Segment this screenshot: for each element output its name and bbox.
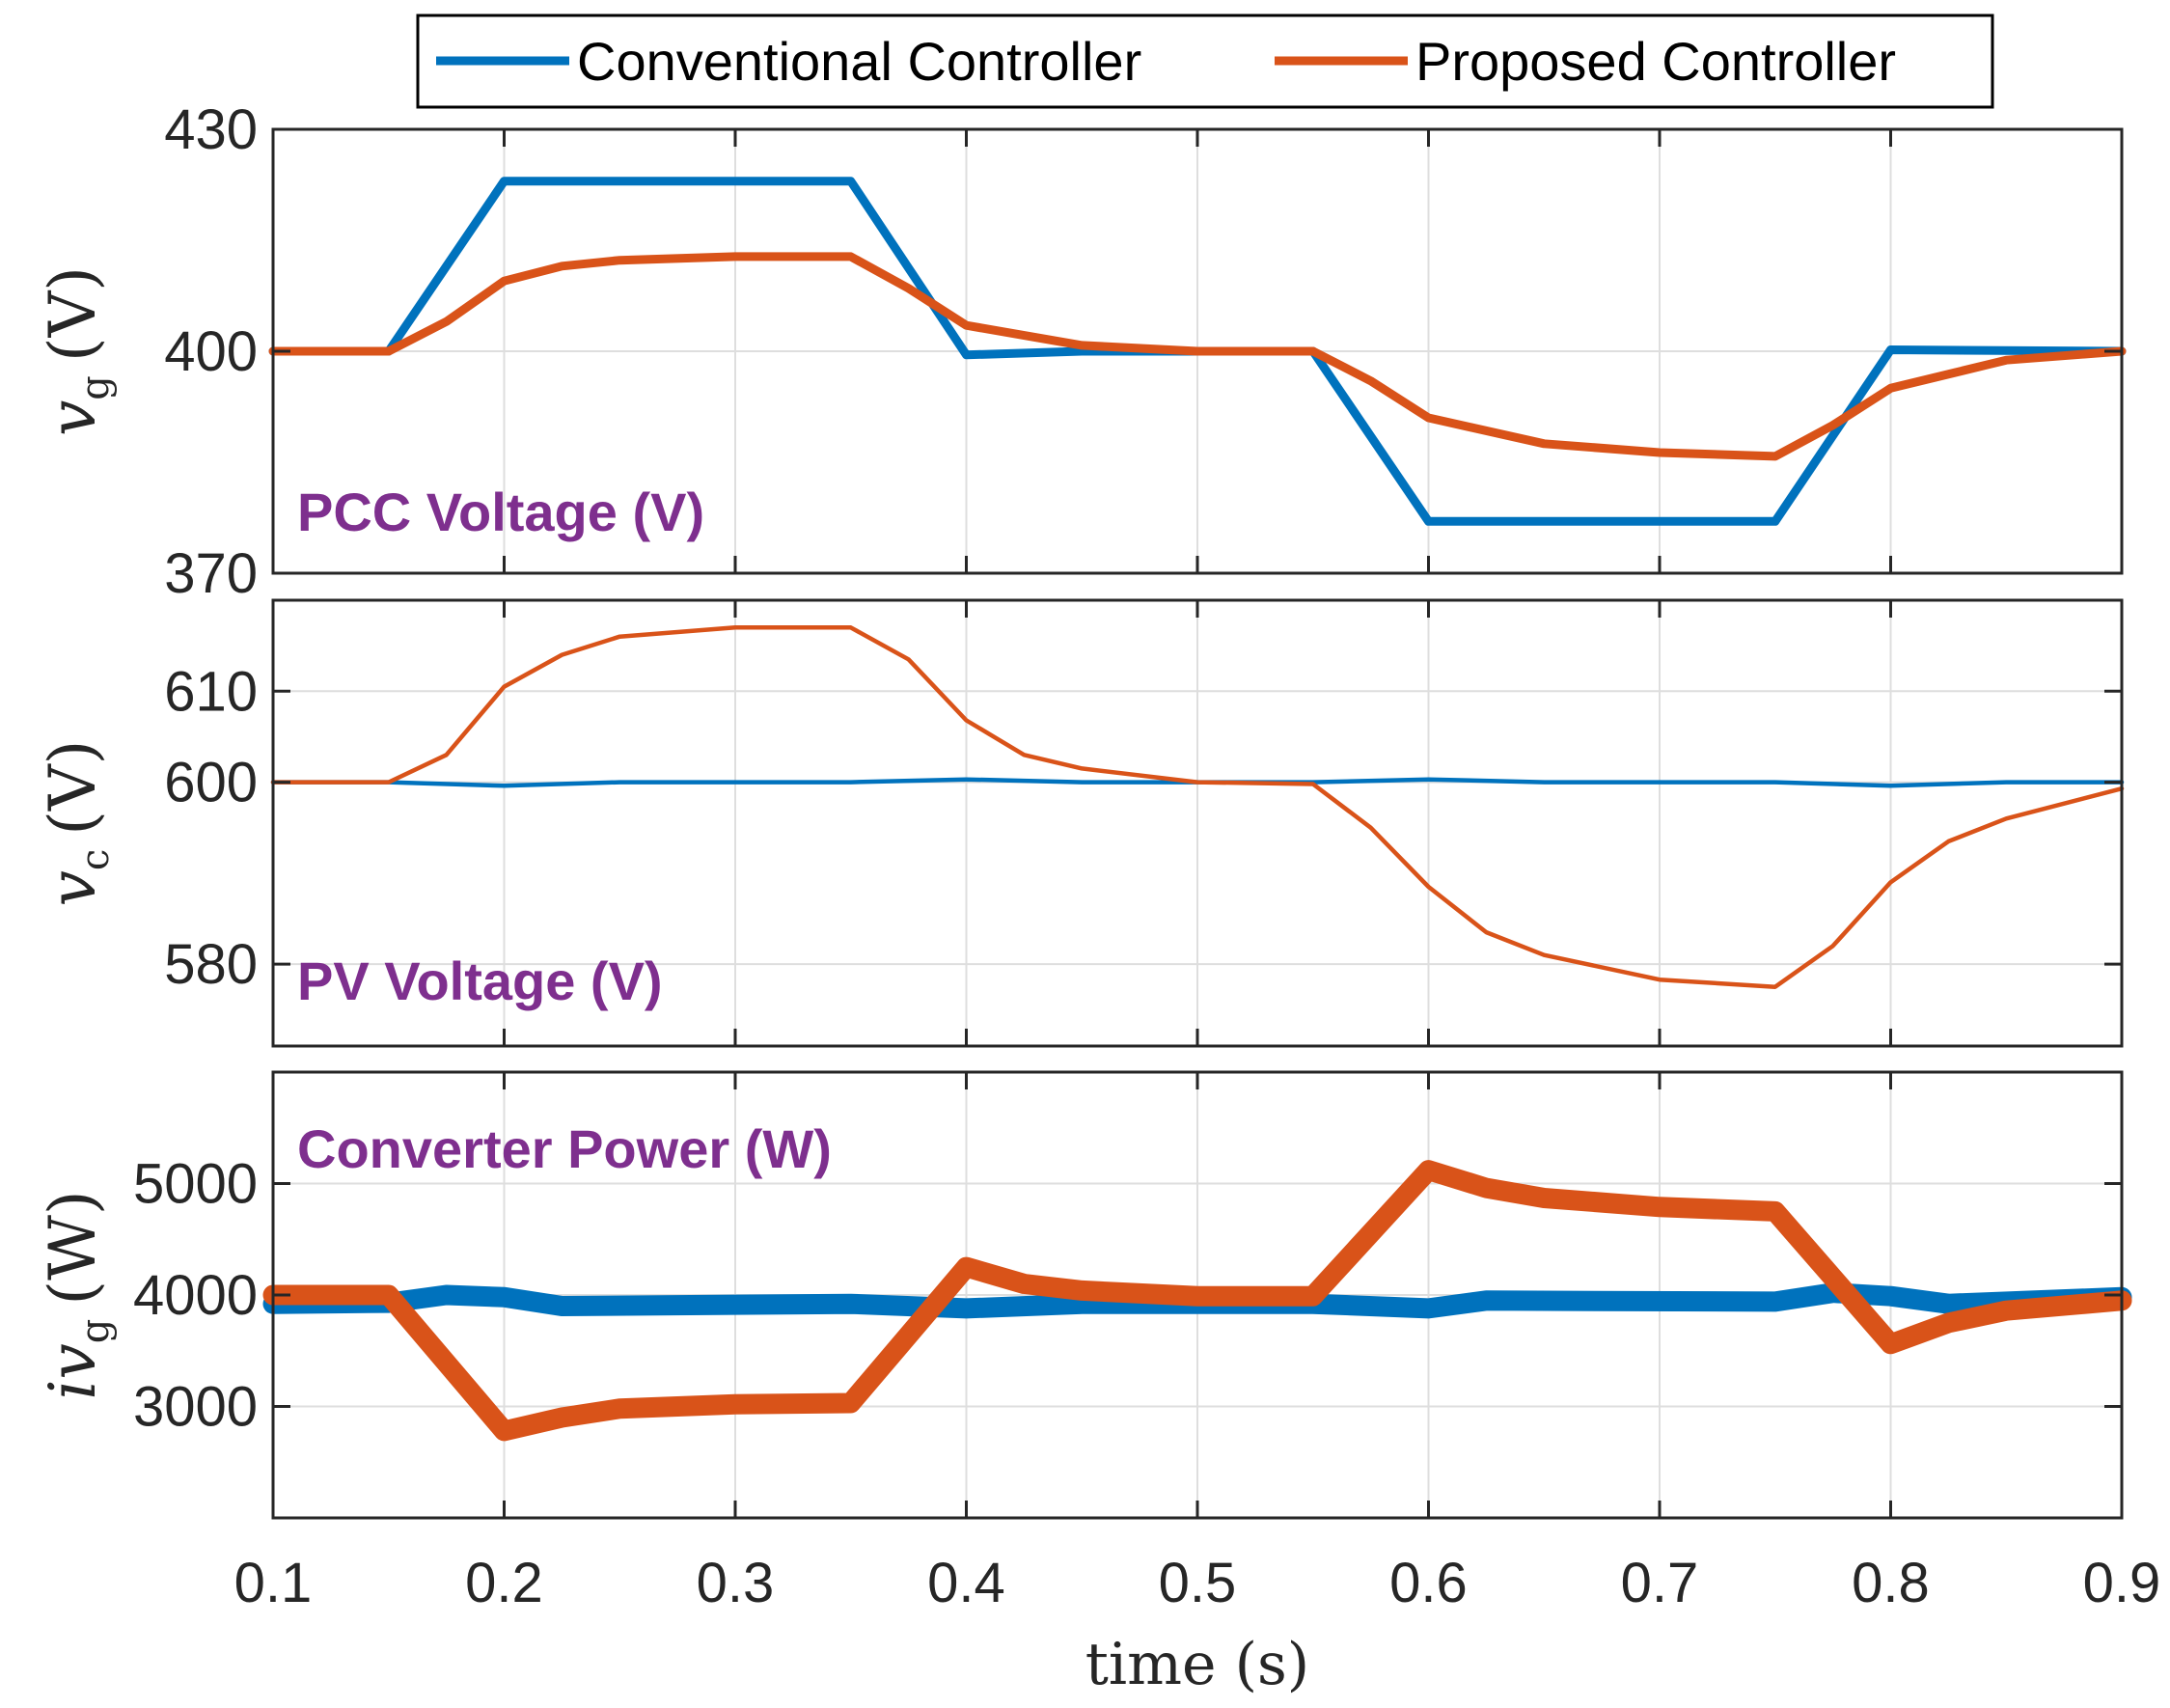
series-conventional-line xyxy=(268,177,2127,526)
ytick-label: 4000 xyxy=(133,1264,258,1327)
xtick-label: 0.5 xyxy=(1159,1552,1237,1614)
annotation-pv-voltage: PV Voltage (V) xyxy=(297,950,663,1011)
subplot-converter-power: 3000 4000 5000 Converter Power (W) ivg (W) xyxy=(36,1070,2132,1520)
xtick-label: 0.3 xyxy=(697,1552,775,1614)
yticks-converter-power: 3000 4000 5000 xyxy=(133,1072,2124,1518)
ylabel-units-power: (W) xyxy=(36,1190,110,1305)
ylabel-sub-power: g xyxy=(73,1319,118,1344)
ytick-label: 580 xyxy=(164,933,258,996)
ytick-label: 400 xyxy=(164,320,258,383)
yticks-pv-voltage: 580 600 610 xyxy=(164,600,2124,1046)
xtick-label: 0.4 xyxy=(927,1552,1005,1614)
ylabel-main-pv: v xyxy=(36,870,110,906)
xtick-label: 0.1 xyxy=(234,1552,313,1614)
ytick-label: 600 xyxy=(164,752,258,814)
annotation-pcc-voltage: PCC Voltage (V) xyxy=(297,482,704,542)
yticks-pcc-voltage: 370 400 430 xyxy=(164,98,2124,605)
ylabel-units-pv: (V) xyxy=(36,740,110,836)
xtick-label: 0.2 xyxy=(465,1552,543,1614)
legend-label-conventional: Conventional Controller xyxy=(577,31,1141,92)
xticks: 0.1 0.2 0.3 0.4 0.5 0.6 0.7 0.8 0.9 xyxy=(234,1552,2161,1614)
legend-label-proposed: Proposed Controller xyxy=(1415,31,1896,92)
xtick-label: 0.9 xyxy=(2083,1552,2161,1614)
subplot-pcc-voltage: 370 400 430 PCC Voltage (V) vg (V) xyxy=(36,98,2127,605)
xtick-label: 0.6 xyxy=(1389,1552,1468,1614)
ylabel-converter-power: ivg (W) xyxy=(36,1190,118,1399)
series-pv-voltage xyxy=(270,625,2125,989)
series-proposed-line xyxy=(262,1160,2132,1442)
ylabel-sub-pv: c xyxy=(73,849,118,870)
ytick-label: 610 xyxy=(164,660,258,723)
series-pcc-voltage xyxy=(268,177,2127,526)
ylabel-pcc-voltage: vg (V) xyxy=(36,266,118,436)
legend-box xyxy=(416,14,1994,109)
xtick-label: 0.8 xyxy=(1852,1552,1930,1614)
ylabel-units-pcc: (V) xyxy=(36,266,110,362)
ylabel-sub-pcc: g xyxy=(73,375,118,400)
ytick-label: 430 xyxy=(164,98,258,161)
series-proposed-line xyxy=(270,625,2125,989)
annotation-converter-power: Converter Power (W) xyxy=(297,1118,832,1179)
ylabel-main-power: iv xyxy=(36,1343,110,1399)
ytick-label: 3000 xyxy=(133,1376,258,1439)
xlabel: time (s) xyxy=(1085,1631,1309,1698)
ylabel-main-pcc: v xyxy=(36,400,110,436)
series-proposed-line xyxy=(268,252,2127,461)
ylabel-pv-voltage: vc (V) xyxy=(36,740,118,907)
ytick-label: 370 xyxy=(164,542,258,605)
subplot-pv-voltage: 580 600 610 PV Voltage (V) vc (V) xyxy=(36,598,2125,1048)
legend: Conventional Controller Proposed Control… xyxy=(416,14,1994,109)
xtick-label: 0.7 xyxy=(1621,1552,1699,1614)
series-converter-power xyxy=(262,1160,2132,1442)
ytick-label: 5000 xyxy=(133,1153,258,1216)
